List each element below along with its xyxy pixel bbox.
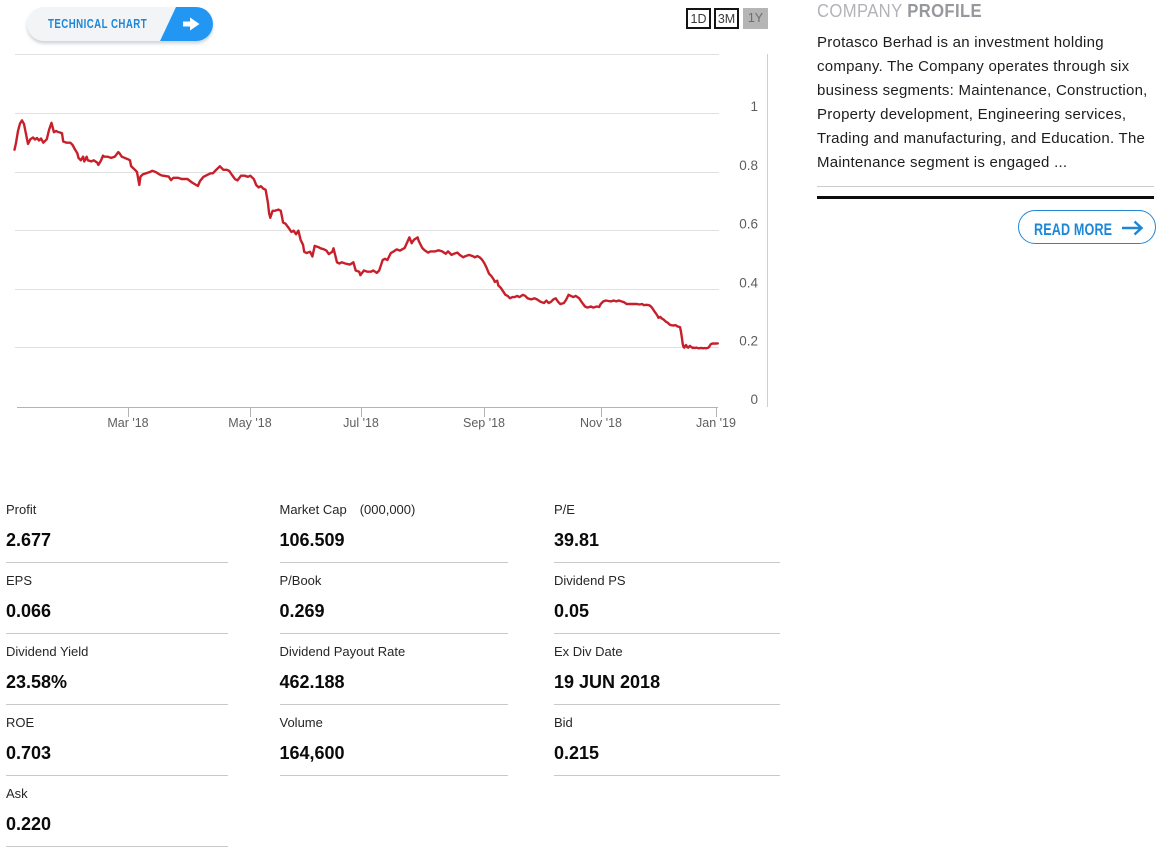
svg-text:Jan '19: Jan '19 (696, 416, 736, 430)
svg-text:Nov '18: Nov '18 (580, 416, 622, 430)
svg-text:0.8: 0.8 (739, 158, 758, 173)
svg-text:May '18: May '18 (228, 416, 271, 430)
svg-text:0.2: 0.2 (739, 334, 758, 349)
svg-text:1: 1 (750, 99, 758, 114)
svg-text:0.6: 0.6 (739, 217, 758, 232)
svg-text:0: 0 (750, 392, 758, 407)
svg-text:0.4: 0.4 (739, 276, 758, 291)
svg-text:Jul '18: Jul '18 (343, 416, 379, 430)
svg-text:Sep '18: Sep '18 (463, 416, 505, 430)
svg-text:Mar '18: Mar '18 (107, 416, 148, 430)
